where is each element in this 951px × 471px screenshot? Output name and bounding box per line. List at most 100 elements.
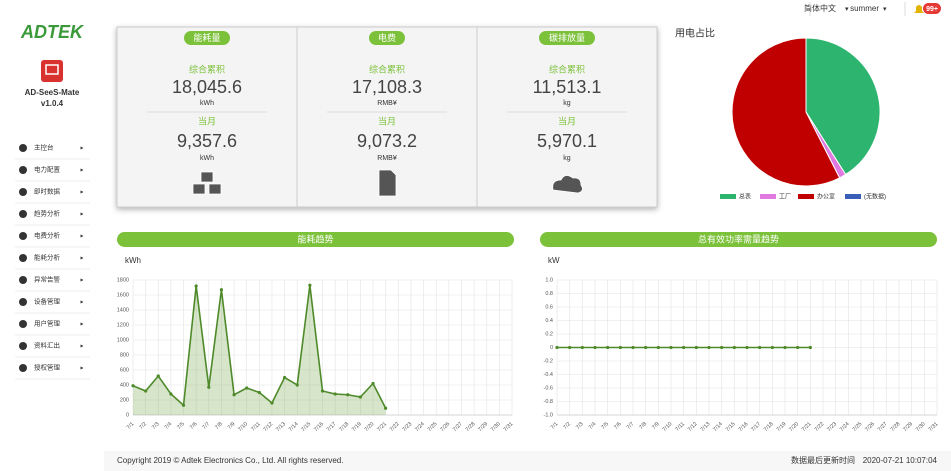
y-tick-label: 0.2 [545,331,553,337]
y-tick-label: -1.0 [544,412,553,418]
menu-caret: ▸ [80,146,83,152]
y-axis-label: kWh [125,256,141,265]
y-tick-label: 1200 [117,322,129,328]
menu-item[interactable]: 授权管理 [34,363,61,372]
badge [923,3,941,14]
legend-swatch [845,194,861,199]
x-tick-label: 7/9 [651,421,661,431]
x-tick-label: 7/22 [814,421,826,433]
x-tick-label: 7/23 [826,421,838,433]
x-tick-label: 7/29 [477,421,489,433]
user-caret: ▾ [883,6,887,13]
x-tick-label: 7/5 [176,421,186,431]
y-tick-label: 0.4 [545,318,553,324]
menu-caret: ▸ [80,234,83,240]
x-tick-label: 7/19 [351,421,363,433]
x-tick-label: 7/24 [414,421,426,433]
card-value: 11,513.1 [533,77,602,97]
x-tick-label: 7/13 [700,421,712,433]
data-point [156,374,160,378]
x-tick-label: 7/21 [376,421,388,433]
menu-item[interactable]: 趋势分析 [34,209,61,218]
app-icon-glyph [45,64,59,75]
y-axis-label: kW [548,256,560,265]
x-tick-label: 7/25 [852,421,864,433]
card-icon [192,171,222,195]
data-point [707,345,711,350]
notification-count: 99+ [926,6,938,13]
chart-title: 总有效功率需量趋势 [698,233,779,244]
card-label: 综合累积 [549,63,585,74]
menu-item[interactable]: 能耗分析 [34,253,61,262]
x-tick-label: 7/17 [326,421,338,433]
data-point [384,406,388,410]
user-menu[interactable]: summer [850,4,879,13]
menu-caret: ▸ [80,366,83,372]
data-point [295,383,299,387]
menu-item[interactable]: 电费分析 [34,231,61,240]
x-tick-label: 7/8 [638,421,648,431]
data-point [232,393,236,397]
logo: ADTEK [20,22,85,42]
legend-label: (无数据) [864,193,886,201]
y-tick-label: 800 [120,352,129,358]
card-value: 5,970.1 [537,131,597,151]
menu-item[interactable]: 用户管理 [34,319,61,328]
x-tick-label: 7/13 [275,421,287,433]
menu-icon [19,188,27,196]
x-tick-label: 7/6 [189,421,199,431]
data-point [283,375,287,380]
x-tick-label: 7/25 [427,421,439,433]
card-label: 综合累积 [369,63,405,74]
x-tick-label: 7/29 [902,421,914,433]
language-select[interactable]: 简体中文 [804,3,836,13]
data-point [333,392,337,396]
card-label: 当月 [558,115,576,126]
x-tick-label: 7/14 [712,421,724,433]
app-icon [41,60,63,82]
x-tick-label: 7/12 [687,421,699,433]
y-tick-label: 0 [550,345,553,351]
legend-swatch [760,194,776,199]
y-tick-label: 1800 [117,277,129,283]
x-tick-label: 7/22 [389,421,401,433]
menu-item[interactable]: 即时数据 [34,187,61,196]
data-point [758,345,762,350]
menu-icon [19,342,27,350]
menu-icon [19,232,27,240]
x-tick-label: 7/18 [763,421,775,433]
x-tick-label: 7/1 [550,421,560,431]
menu-icon [19,320,27,328]
topbar [104,0,951,18]
x-tick-label: 7/4 [164,421,174,431]
x-tick-label: 7/12 [263,421,275,433]
menu-item[interactable]: 异常告警 [34,275,61,284]
x-tick-label: 7/16 [313,421,325,433]
data-point [270,401,274,405]
line-area [133,285,386,415]
x-tick-label: 7/23 [402,421,414,433]
menu-item[interactable]: 电力配置 [34,165,61,174]
menu-caret: ▸ [80,168,83,174]
menu-caret: ▸ [80,344,83,350]
legend-swatch [720,194,736,199]
x-tick-label: 7/2 [138,421,148,431]
y-tick-label: 1400 [117,307,129,313]
menu-item[interactable]: 设备管理 [34,297,61,306]
menu-caret: ▸ [80,322,83,328]
y-tick-label: 1.0 [545,277,553,283]
x-tick-label: 7/9 [227,421,237,431]
menu-item[interactable]: 资料汇出 [34,341,60,350]
data-point [257,390,261,395]
menu-caret: ▸ [80,300,83,306]
menu-icon [19,276,27,284]
x-tick-label: 7/30 [915,421,927,433]
bell-icon[interactable] [914,5,924,13]
y-tick-label: 1000 [117,337,129,343]
data-point [580,345,584,350]
x-tick-label: 7/20 [788,421,800,433]
menu-item[interactable]: 主控台 [34,143,54,152]
legend-label: 办公室 [817,193,835,201]
x-tick-label: 7/21 [801,421,813,433]
x-tick-label: 7/27 [452,421,464,433]
